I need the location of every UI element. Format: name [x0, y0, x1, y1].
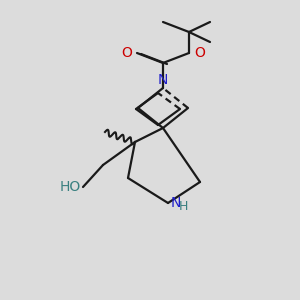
Text: N: N: [158, 73, 168, 87]
Text: H: H: [179, 200, 188, 214]
Text: HO: HO: [60, 180, 81, 194]
Text: O: O: [121, 46, 132, 60]
Text: O: O: [194, 46, 205, 60]
Text: N: N: [171, 196, 181, 210]
